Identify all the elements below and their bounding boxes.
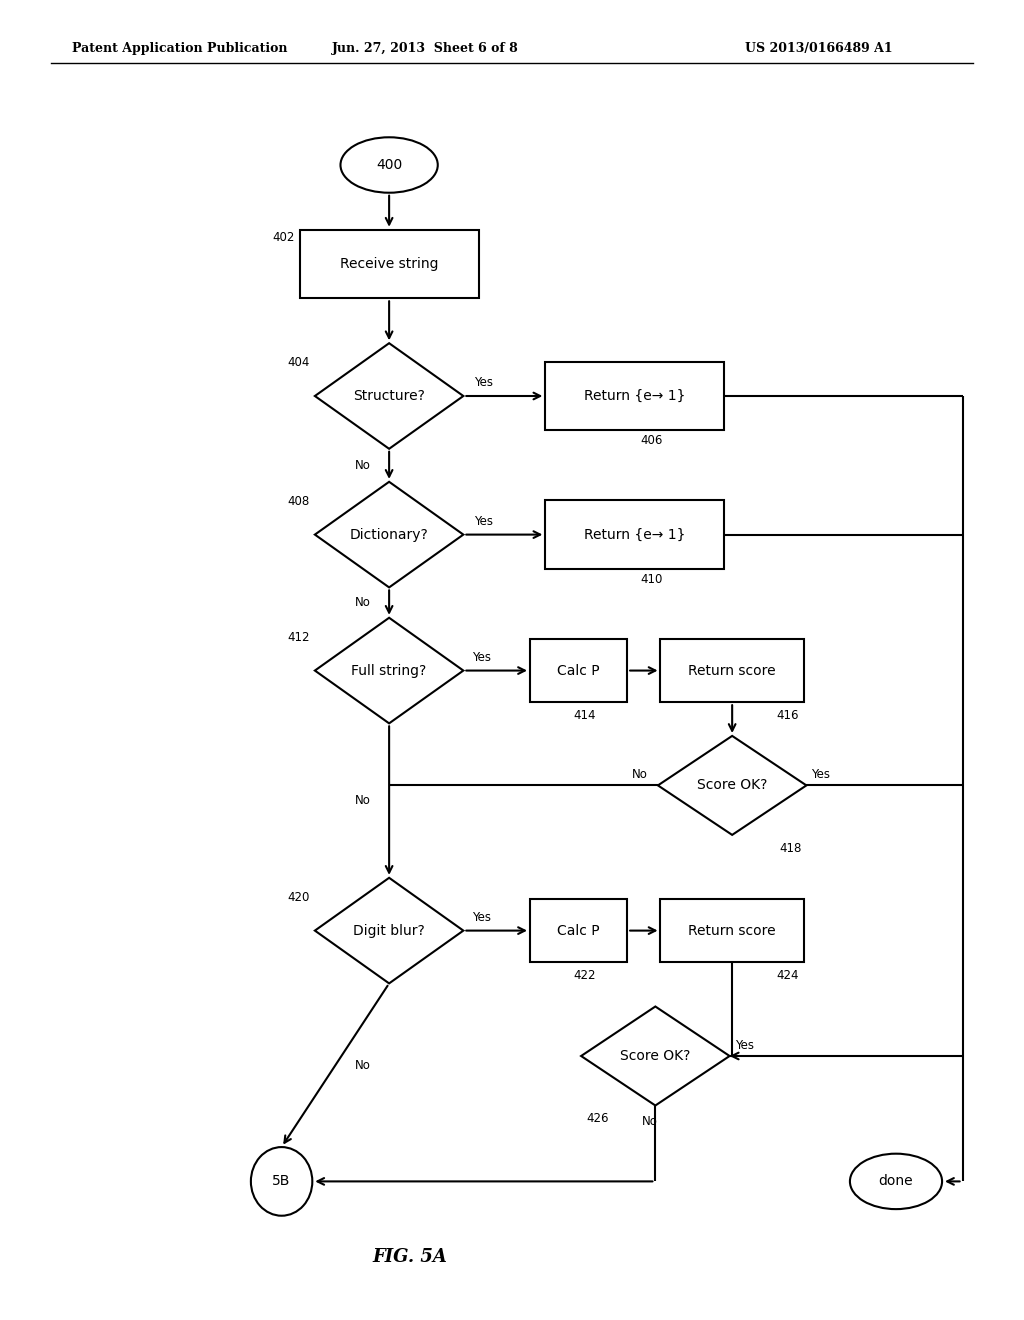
Text: No: No (354, 795, 371, 807)
Text: No: No (632, 768, 647, 781)
Text: No: No (354, 459, 371, 471)
Text: Yes: Yes (473, 376, 493, 389)
Polygon shape (315, 618, 463, 723)
Text: 404: 404 (288, 356, 309, 370)
Text: 412: 412 (288, 631, 309, 644)
Text: Full string?: Full string? (351, 664, 427, 677)
Polygon shape (315, 878, 463, 983)
Text: 424: 424 (776, 969, 799, 982)
FancyBboxPatch shape (299, 230, 478, 298)
Text: Dictionary?: Dictionary? (350, 528, 428, 541)
Text: Calc P: Calc P (557, 924, 600, 937)
Text: Yes: Yes (735, 1039, 754, 1052)
FancyBboxPatch shape (660, 899, 804, 962)
Text: 5B: 5B (272, 1175, 291, 1188)
Text: Calc P: Calc P (557, 664, 600, 677)
FancyBboxPatch shape (545, 500, 725, 569)
Text: 402: 402 (272, 231, 295, 244)
Text: 406: 406 (640, 434, 663, 447)
Text: FIG. 5A: FIG. 5A (372, 1247, 447, 1266)
FancyBboxPatch shape (530, 899, 627, 962)
Text: Score OK?: Score OK? (697, 779, 767, 792)
Text: 418: 418 (779, 842, 801, 854)
Ellipse shape (850, 1154, 942, 1209)
Text: Return score: Return score (688, 664, 776, 677)
Text: Jun. 27, 2013  Sheet 6 of 8: Jun. 27, 2013 Sheet 6 of 8 (332, 42, 518, 55)
Text: Yes: Yes (473, 515, 493, 528)
Text: 426: 426 (586, 1113, 608, 1125)
FancyBboxPatch shape (545, 362, 725, 430)
Text: Yes: Yes (471, 911, 490, 924)
Text: Score OK?: Score OK? (621, 1049, 690, 1063)
Text: No: No (354, 1059, 371, 1072)
Text: 416: 416 (776, 709, 799, 722)
Polygon shape (315, 482, 463, 587)
Text: 422: 422 (573, 969, 596, 982)
Ellipse shape (340, 137, 438, 193)
Text: 400: 400 (376, 158, 402, 172)
Text: No: No (354, 597, 371, 609)
FancyBboxPatch shape (660, 639, 804, 702)
Ellipse shape (251, 1147, 312, 1216)
Polygon shape (315, 343, 463, 449)
Text: Structure?: Structure? (353, 389, 425, 403)
Text: 414: 414 (573, 709, 596, 722)
Text: Yes: Yes (471, 651, 490, 664)
Text: Return {e→ 1}: Return {e→ 1} (584, 389, 686, 403)
FancyBboxPatch shape (530, 639, 627, 702)
Text: No: No (642, 1115, 658, 1127)
Text: done: done (879, 1175, 913, 1188)
Text: Receive string: Receive string (340, 257, 438, 271)
Polygon shape (657, 737, 807, 834)
Text: 408: 408 (288, 495, 309, 508)
Text: 420: 420 (288, 891, 309, 904)
Text: US 2013/0166489 A1: US 2013/0166489 A1 (745, 42, 893, 55)
Text: Return {e→ 1}: Return {e→ 1} (584, 528, 686, 541)
Text: Digit blur?: Digit blur? (353, 924, 425, 937)
Text: 410: 410 (640, 573, 663, 586)
Text: Patent Application Publication: Patent Application Publication (72, 42, 287, 55)
Text: Return score: Return score (688, 924, 776, 937)
Text: Yes: Yes (811, 768, 830, 781)
Polygon shape (582, 1006, 729, 1106)
